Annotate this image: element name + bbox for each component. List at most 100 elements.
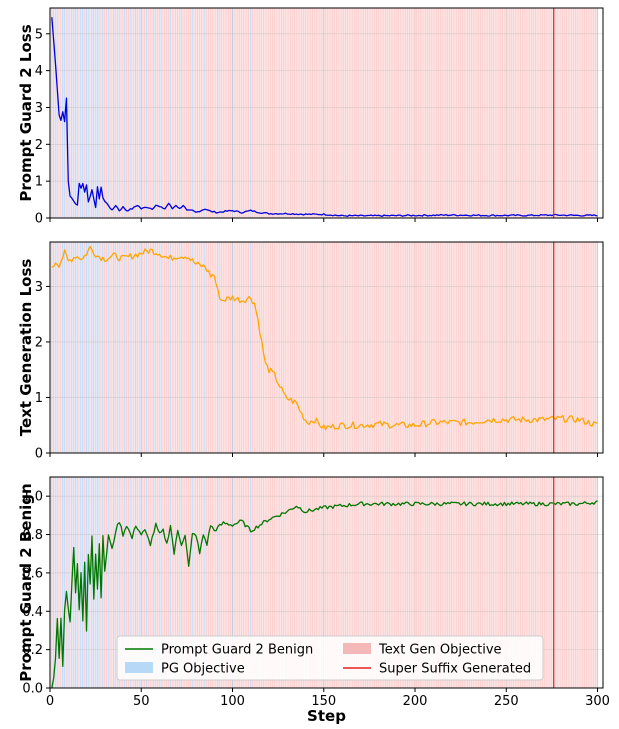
text-gen-objective-band xyxy=(494,8,496,218)
text-gen-objective-band xyxy=(142,477,144,688)
text-gen-objective-band xyxy=(459,477,462,688)
text-gen-objective-band xyxy=(510,8,513,218)
legend: Prompt Guard 2 Benign Text Gen Objective P… xyxy=(116,635,544,681)
text-gen-objective-band xyxy=(255,477,257,688)
pg-objective-band xyxy=(96,242,98,453)
text-gen-objective-band xyxy=(538,242,540,453)
pg-objective-band xyxy=(63,242,66,453)
text-gen-objective-band xyxy=(293,8,296,218)
series-line xyxy=(51,245,598,431)
text-gen-objective-band xyxy=(585,477,588,688)
text-gen-objective-band xyxy=(116,242,119,453)
pg-objective-band xyxy=(98,477,100,688)
text-gen-objective-band xyxy=(412,477,414,688)
text-gen-objective-band xyxy=(479,8,482,218)
text-gen-objective-band xyxy=(293,477,296,688)
text-gen-objective-band xyxy=(185,8,188,218)
text-gen-objective-band xyxy=(286,477,288,688)
text-gen-objective-band xyxy=(437,8,440,218)
text-gen-objective-band xyxy=(408,477,411,688)
text-gen-objective-band xyxy=(158,8,161,218)
text-gen-objective-band xyxy=(554,8,557,218)
legend-patch-swatch xyxy=(343,643,371,654)
text-gen-objective-band xyxy=(521,8,524,218)
pg-objective-band xyxy=(216,242,219,453)
text-gen-objective-band xyxy=(467,8,469,218)
text-gen-objective-band xyxy=(196,477,199,688)
text-gen-objective-band xyxy=(333,8,336,218)
text-gen-objective-band xyxy=(510,477,513,688)
text-gen-objective-band xyxy=(457,8,460,218)
text-gen-objective-band xyxy=(481,477,484,688)
text-gen-objective-band xyxy=(426,242,429,453)
text-gen-objective-band xyxy=(260,477,263,688)
text-gen-objective-band xyxy=(580,242,582,453)
text-gen-objective-band xyxy=(472,8,474,218)
text-gen-objective-band xyxy=(72,242,75,453)
text-gen-objective-band xyxy=(582,477,584,688)
text-gen-objective-band xyxy=(364,242,367,453)
pg-objective-band xyxy=(76,477,78,688)
text-gen-objective-band xyxy=(341,242,343,453)
text-gen-objective-band xyxy=(258,242,261,453)
text-gen-objective-band xyxy=(479,242,482,453)
objective-shading xyxy=(50,8,599,218)
text-gen-objective-band xyxy=(111,8,113,218)
text-gen-objective-band xyxy=(519,477,522,688)
y-tick-label: 0 xyxy=(35,447,43,462)
text-gen-objective-band xyxy=(375,8,378,218)
text-gen-objective-band xyxy=(244,242,246,453)
text-gen-objective-band xyxy=(178,242,181,453)
text-gen-objective-band xyxy=(468,477,471,688)
text-gen-objective-band xyxy=(253,477,255,688)
text-gen-objective-band xyxy=(383,477,385,688)
text-gen-objective-band xyxy=(311,242,314,453)
text-gen-objective-band xyxy=(571,8,573,218)
text-gen-objective-band xyxy=(529,477,531,688)
text-gen-objective-band xyxy=(587,242,589,453)
text-gen-objective-band xyxy=(375,477,378,688)
text-gen-objective-band xyxy=(58,477,60,688)
x-axis-label: Step xyxy=(307,707,346,725)
pg-objective-band xyxy=(118,477,120,688)
text-gen-objective-band xyxy=(122,477,124,688)
text-gen-objective-band xyxy=(370,8,372,218)
text-gen-objective-band xyxy=(147,477,150,688)
text-gen-objective-band xyxy=(532,477,535,688)
text-gen-objective-band xyxy=(240,477,243,688)
text-gen-objective-band xyxy=(359,477,361,688)
text-gen-objective-band xyxy=(264,8,266,218)
text-gen-objective-band xyxy=(477,477,480,688)
text-gen-objective-band xyxy=(273,242,275,453)
pg-objective-band xyxy=(91,8,93,218)
text-gen-objective-band xyxy=(452,8,454,218)
text-gen-objective-band xyxy=(304,242,307,453)
text-gen-objective-band xyxy=(279,242,281,453)
text-gen-objective-band xyxy=(341,8,343,218)
text-gen-objective-band xyxy=(173,242,175,453)
text-gen-objective-band xyxy=(572,242,575,453)
pg-objective-band xyxy=(67,8,69,218)
text-gen-objective-band xyxy=(448,242,451,453)
text-gen-objective-band xyxy=(587,8,589,218)
text-gen-objective-band xyxy=(578,477,580,688)
text-gen-objective-band xyxy=(472,477,474,688)
text-gen-objective-band xyxy=(425,8,427,218)
text-gen-objective-band xyxy=(215,477,217,688)
text-gen-objective-band xyxy=(288,477,290,688)
legend-label: PG Objective xyxy=(161,662,245,677)
text-gen-objective-band xyxy=(379,477,381,688)
text-gen-objective-band xyxy=(541,242,544,453)
text-gen-objective-band xyxy=(357,242,359,453)
text-gen-objective-band xyxy=(437,242,440,453)
text-gen-objective-band xyxy=(235,8,237,218)
text-gen-objective-band xyxy=(583,8,586,218)
text-gen-objective-band xyxy=(404,8,407,218)
text-gen-objective-band xyxy=(560,477,562,688)
text-gen-objective-band xyxy=(509,8,511,218)
text-gen-objective-band xyxy=(472,242,474,453)
text-gen-objective-band xyxy=(364,8,367,218)
text-gen-objective-band xyxy=(534,242,536,453)
text-gen-objective-band xyxy=(175,8,177,218)
